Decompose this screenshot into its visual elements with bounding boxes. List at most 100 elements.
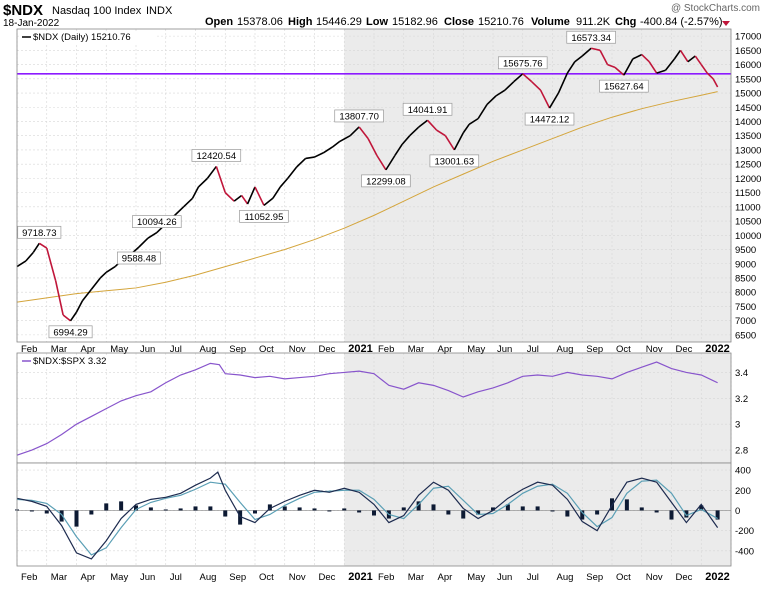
price-segment (263, 197, 274, 206)
price-segment (376, 155, 387, 171)
x-tick-label: May (110, 344, 128, 355)
price-segment (581, 47, 592, 57)
x-tick-label: Jun (140, 344, 155, 355)
x-tick-label: Dec (676, 344, 693, 355)
price-segment (339, 135, 351, 143)
macd-histogram-bar (684, 510, 689, 518)
x-tick-label: Apr (438, 344, 453, 355)
price-segment (25, 251, 34, 262)
y-tick-label: 10000 (735, 231, 761, 242)
y-tick-label: 12000 (735, 174, 761, 185)
price-segment (599, 49, 609, 65)
price-segment (712, 78, 719, 88)
annotation-label: 16573.34 (571, 33, 611, 44)
y-tick-label: -200 (735, 526, 754, 537)
price-segment (632, 53, 643, 60)
price-segment (322, 146, 333, 154)
price-segment (444, 135, 456, 151)
macd-histogram-bar (193, 506, 198, 511)
price-segment (272, 186, 281, 199)
y-tick-label: 11500 (735, 188, 761, 199)
annotation-label: 15675.76 (503, 58, 543, 69)
macd-histogram-bar (580, 510, 585, 520)
x-tick-label: Sep (586, 344, 603, 355)
price-segment (694, 55, 702, 66)
y-tick-label: 400 (735, 466, 751, 477)
price-segment (656, 69, 666, 74)
volume-value: 911.2K (576, 16, 611, 28)
y-tick-label: 200 (735, 486, 751, 497)
macd-histogram-bar (461, 510, 466, 519)
ratio-panel: 2.8 3 3.2 3.4 $NDX:$SPX 3.32 (16, 352, 748, 464)
annotation-label: 13001.63 (435, 156, 475, 167)
x-tick-label: Feb (378, 344, 394, 355)
macd-histogram-bar (699, 505, 704, 511)
x-tick-label: Jun (497, 344, 512, 355)
price-segment (394, 143, 403, 157)
price-segment (590, 47, 601, 52)
price-segment (197, 177, 208, 188)
macd-histogram-bar (715, 510, 720, 520)
x-tick-label: Jul (527, 344, 539, 355)
annotation-box (498, 56, 548, 70)
x-tick-label: Jun (140, 572, 155, 583)
annotation-box (48, 325, 93, 339)
x-tick-label: Jul (170, 572, 182, 583)
moving-average-line (16, 91, 718, 303)
price-segment (279, 177, 289, 188)
x-tick-label: Nov (289, 344, 306, 355)
y-tick-label: 3 (735, 420, 740, 431)
x-tick-label: Aug (557, 344, 574, 355)
y-tick-label: 17000 (735, 32, 761, 43)
annotation-label: 12299.08 (366, 176, 406, 187)
price-segment (90, 277, 101, 290)
x-tick-label: May (467, 572, 485, 583)
x-tick-label: 2021 (348, 343, 372, 355)
x-tick-label: Apr (81, 344, 96, 355)
x-axis-bottom: Feb Mar Apr May Jun Jul Aug Sep Oct Nov Dec 2021 Feb… (21, 571, 730, 583)
macd-histogram-bar (29, 510, 34, 512)
macd-histogram-bar (59, 510, 64, 522)
macd-histogram-bar (476, 510, 481, 515)
price-segment (706, 72, 714, 80)
annotation-box (566, 30, 616, 44)
x-tick-label: 2022 (705, 343, 729, 355)
macd-histogram-bar (282, 506, 287, 511)
macd-histogram-bar (639, 507, 644, 511)
y-tick-label: 2.8 (735, 446, 748, 457)
price-segment (574, 55, 583, 63)
price-segment (641, 54, 650, 63)
y-tick-label: 8000 (735, 288, 756, 299)
macd-histogram-bar (520, 506, 525, 511)
price-segment (62, 314, 72, 322)
x-tick-label: Dec (319, 344, 336, 355)
x-tick-label: Apr (81, 572, 96, 583)
macd-histogram-bar (148, 507, 153, 511)
macd-histogram-bar (223, 510, 228, 517)
macd-histogram-bar (550, 510, 555, 512)
price-segment (504, 81, 515, 91)
price-segment (418, 119, 429, 128)
macd-histogram-bar (669, 510, 674, 520)
price-segment (623, 58, 634, 76)
macd-histogram-bar (565, 510, 570, 517)
volume-label: Volume (531, 16, 570, 28)
x-tick-label: Oct (616, 572, 631, 583)
x-tick-label: Aug (200, 344, 217, 355)
y-tick-label: 6500 (735, 330, 756, 341)
price-segment (349, 126, 360, 137)
annotation-box (17, 225, 62, 239)
down-arrow-icon (722, 21, 730, 26)
annotation-box (599, 79, 649, 93)
macd-histogram-bar (416, 501, 421, 511)
open-value: 15378.06 (237, 16, 283, 28)
annotation-label: 14472.12 (530, 115, 570, 126)
macd-histogram-bar (372, 510, 376, 516)
annotation-label: 9588.48 (122, 254, 156, 265)
macd-histogram-bar (446, 510, 451, 515)
x-tick-label: Jul (170, 344, 182, 355)
macd-histogram-bar (119, 501, 124, 511)
x-tick-label: Oct (259, 344, 274, 355)
annotation-label: 10094.26 (137, 217, 177, 228)
